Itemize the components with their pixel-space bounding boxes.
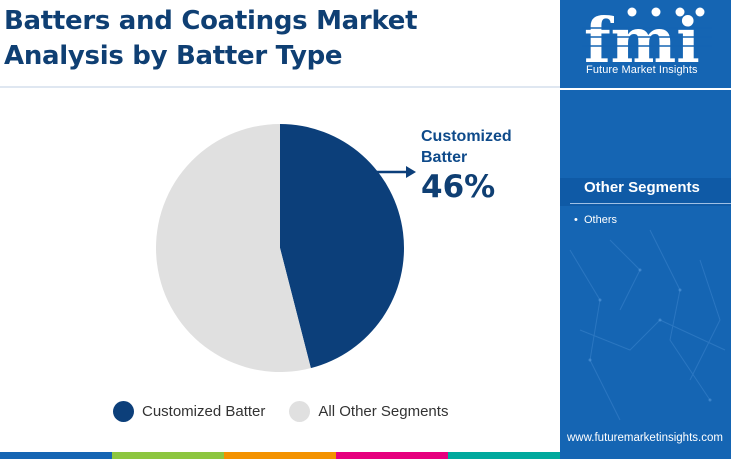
title-line-1: Batters and Coatings Market	[4, 6, 418, 36]
slice-callout: Customized Batter 46%	[421, 126, 531, 205]
logo-caption: Future Market Insights	[586, 64, 698, 76]
fmi-logo: fmi	[582, 6, 712, 77]
legend-swatch-customized-batter	[113, 401, 134, 422]
segment-item-others: • Others	[574, 212, 617, 228]
bullet-icon: •	[574, 214, 578, 226]
title-line-2: Analysis by Batter Type	[4, 41, 343, 71]
callout-label-line-1: Customized	[421, 128, 512, 145]
pie-slices	[155, 124, 404, 372]
legend-label-all-other-segments: All Other Segments	[318, 403, 449, 420]
side-panel-texture	[569, 229, 726, 421]
legend-swatch-all-other-segments	[289, 401, 311, 422]
callout-label: Customized Batter	[421, 126, 531, 168]
page-title: Batters and Coatings Market Analysis by …	[4, 4, 418, 74]
bottom-bar-segment	[448, 452, 560, 459]
pie-slice-all-other-segments	[155, 124, 311, 372]
side-panel: fmi Future Market Insights Other Segment…	[560, 0, 731, 459]
website-link[interactable]: www.futuremarketinsights.com	[567, 432, 723, 444]
legend-item-all-other-segments: All Other Segments	[289, 401, 448, 422]
pie-slice-customized-batter	[280, 124, 404, 369]
segments-title: Other Segments	[584, 179, 700, 196]
callout-arrow	[372, 166, 416, 178]
callout-label-line-2: Batter	[421, 149, 468, 166]
title-divider	[0, 86, 560, 88]
logo-letters: fmi	[584, 6, 700, 77]
segments-list: • Others	[574, 212, 617, 228]
segment-item-label: Others	[584, 214, 618, 226]
pie-chart	[155, 124, 416, 372]
bottom-color-bar	[0, 452, 560, 459]
callout-value: 46%	[421, 169, 496, 205]
main-area: Batters and Coatings Market Analysis by …	[0, 4, 560, 459]
bottom-bar-segment	[0, 452, 112, 459]
side-panel-divider	[560, 88, 731, 90]
segments-header-band	[560, 178, 731, 206]
segments-divider	[570, 203, 731, 204]
chart-legend: Customized Batter All Other Segments	[113, 401, 472, 422]
legend-item-customized-batter: Customized Batter	[113, 401, 265, 422]
bottom-bar-segment	[112, 452, 224, 459]
legend-label-customized-batter: Customized Batter	[142, 403, 266, 420]
bottom-bar-segment	[224, 452, 336, 459]
bottom-bar-segment	[336, 452, 448, 459]
